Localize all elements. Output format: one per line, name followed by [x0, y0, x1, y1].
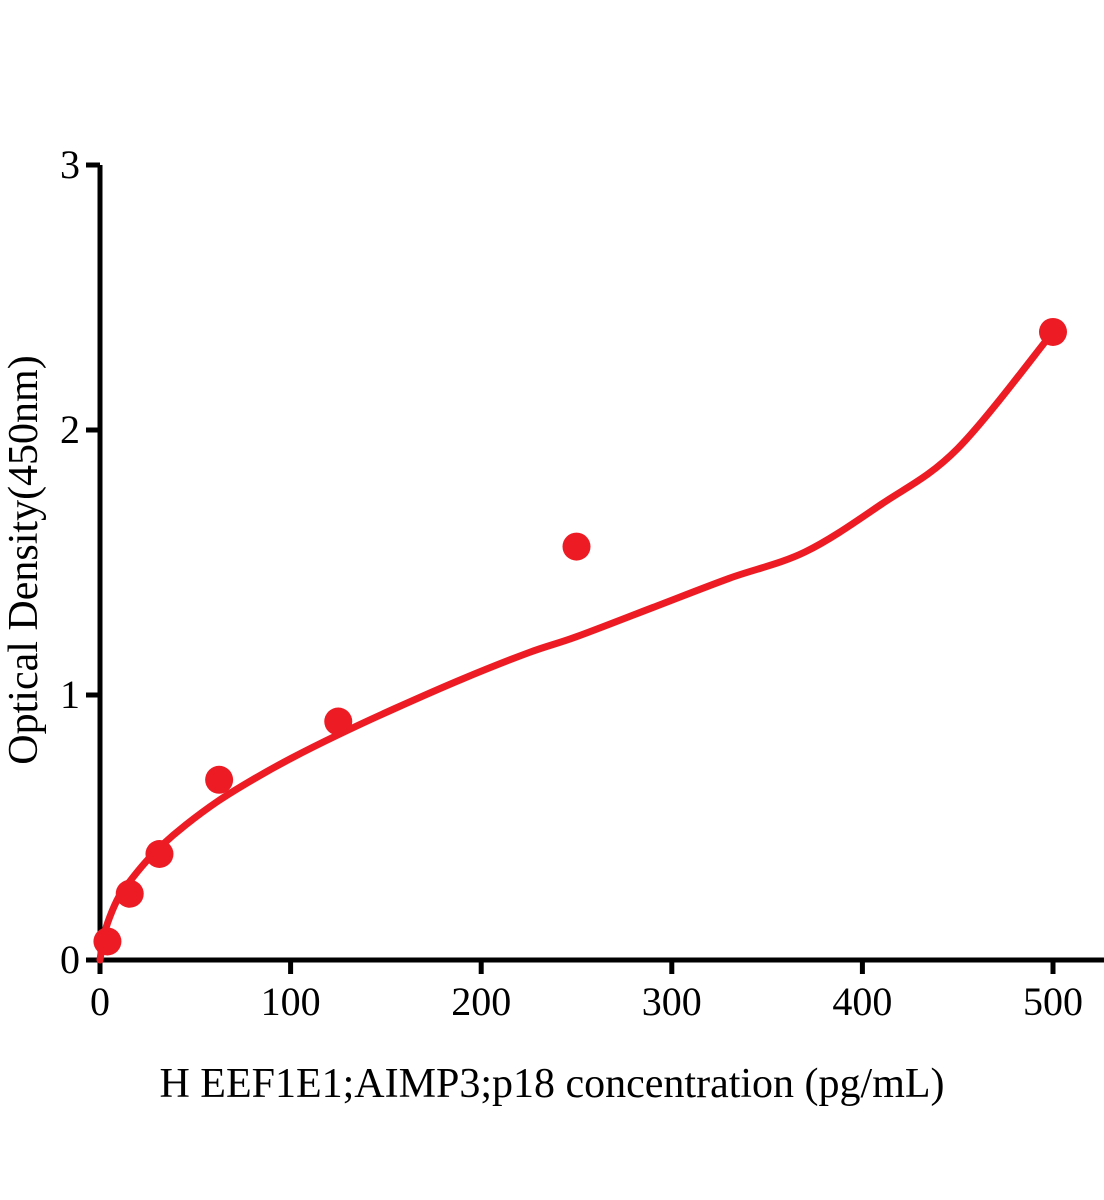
x-axis-tick-label: 100	[260, 979, 321, 1024]
x-axis-tick-label: 200	[451, 979, 512, 1024]
data-point-markers	[93, 317, 1067, 956]
y-axis-tick-label: 1	[60, 672, 80, 717]
y-axis-tick-label: 2	[60, 407, 80, 452]
x-axis-tick-label: 400	[832, 979, 893, 1024]
standard-curve-line	[96, 328, 1057, 964]
data-point	[115, 879, 144, 908]
y-axis-ticks	[86, 162, 100, 963]
data-point	[324, 707, 353, 736]
x-axis-tick-label: 300	[641, 979, 702, 1024]
y-axis-tick-label: 0	[60, 937, 80, 982]
x-axis-tick-label: 500	[1023, 979, 1083, 1024]
axis-lines	[97, 165, 1104, 963]
x-axis-tick-label: 0	[90, 979, 110, 1024]
y-axis-title: Optical Density(450nm)	[1, 355, 47, 765]
data-point	[205, 765, 234, 794]
data-point	[145, 840, 174, 868]
data-point	[562, 532, 591, 561]
data-point	[93, 927, 122, 956]
y-axis-tick-label: 3	[60, 142, 80, 187]
x-axis-title: H EEF1E1;AIMP3;p18 concentration (pg/mL)	[159, 1061, 945, 1107]
data-point	[1039, 317, 1067, 346]
